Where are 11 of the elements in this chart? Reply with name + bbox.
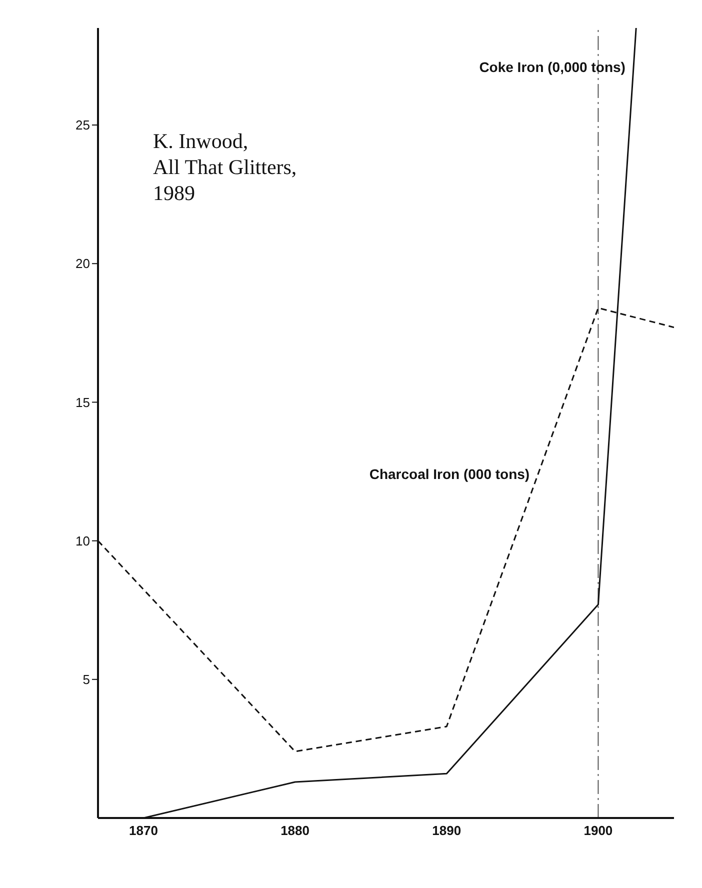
y-tick-label: 25	[76, 118, 90, 133]
y-tick-label: 15	[76, 394, 90, 410]
x-tick-label: 1890	[432, 823, 462, 838]
x-tick-label: 1870	[129, 823, 158, 838]
x-tick-label: 1900	[584, 823, 613, 838]
y-tick-label: 20	[76, 256, 90, 272]
series-label: Charcoal Iron (000 tons)	[369, 466, 530, 482]
annotation: K. Inwood, All That Glitters, 1989	[153, 128, 297, 206]
x-tick-label: 1880	[280, 823, 310, 838]
y-tick-label: 5	[82, 672, 90, 688]
y-tick-label: 10	[76, 533, 90, 548]
